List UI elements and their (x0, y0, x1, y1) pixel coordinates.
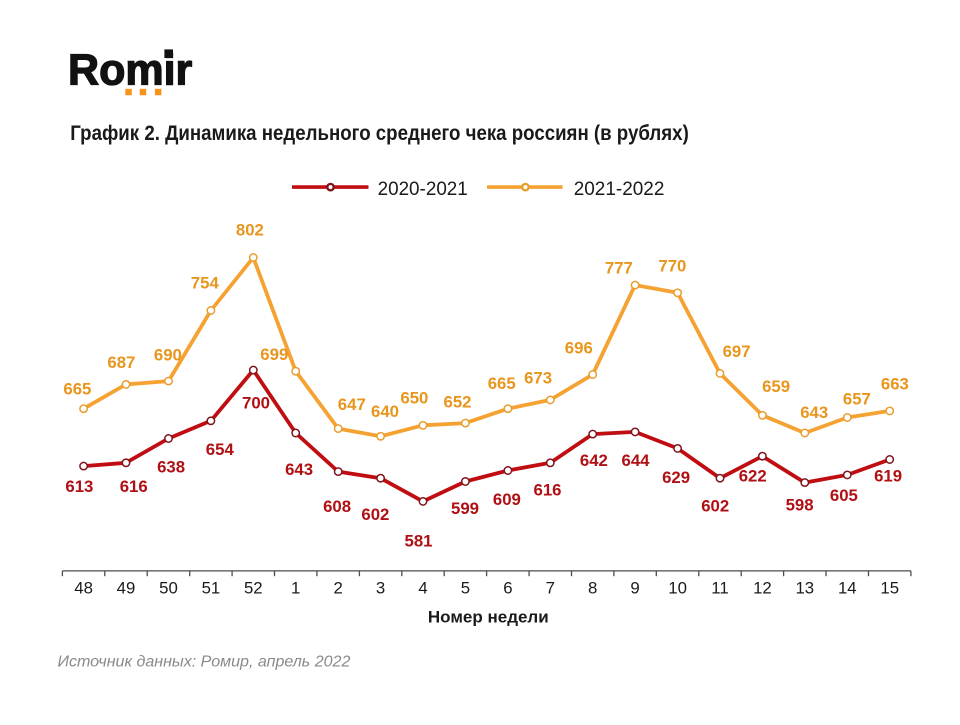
svg-text:657: 657 (843, 389, 871, 408)
svg-text:697: 697 (723, 342, 751, 361)
svg-text:647: 647 (338, 395, 366, 414)
svg-text:6: 6 (503, 579, 512, 598)
svg-text:700: 700 (242, 394, 270, 413)
svg-text:643: 643 (800, 403, 828, 422)
svg-text:7: 7 (546, 579, 555, 598)
svg-text:687: 687 (107, 353, 135, 372)
svg-text:2021-2022: 2021-2022 (574, 179, 665, 200)
svg-text:690: 690 (154, 345, 182, 364)
svg-text:8: 8 (588, 579, 597, 598)
svg-text:10: 10 (668, 579, 687, 598)
svg-text:754: 754 (191, 273, 220, 292)
svg-text:638: 638 (157, 458, 185, 477)
svg-text:665: 665 (488, 374, 516, 393)
svg-text:График 2. Динамика недельного: График 2. Динамика недельного среднего ч… (70, 122, 689, 145)
svg-text:673: 673 (524, 369, 552, 388)
svg-text:50: 50 (159, 579, 178, 598)
svg-text:15: 15 (880, 579, 899, 598)
svg-text:622: 622 (739, 467, 767, 486)
svg-text:652: 652 (444, 392, 472, 411)
svg-text:613: 613 (65, 477, 93, 496)
svg-text:608: 608 (323, 497, 351, 516)
svg-text:696: 696 (565, 338, 593, 357)
svg-text:52: 52 (244, 579, 263, 598)
svg-text:616: 616 (534, 481, 562, 500)
svg-text:4: 4 (418, 579, 427, 598)
svg-text:9: 9 (630, 579, 639, 598)
svg-text:640: 640 (371, 402, 399, 421)
svg-text:11: 11 (711, 579, 728, 598)
svg-text:581: 581 (405, 532, 433, 551)
svg-text:49: 49 (117, 579, 136, 598)
svg-text:12: 12 (753, 579, 772, 598)
svg-text:Romir: Romir (68, 45, 192, 94)
svg-text:Номер недели: Номер недели (428, 608, 549, 627)
svg-text:14: 14 (838, 579, 857, 598)
svg-text:1: 1 (291, 579, 300, 598)
svg-text:777: 777 (605, 259, 633, 278)
svg-text:599: 599 (451, 499, 479, 518)
svg-text:616: 616 (120, 477, 148, 496)
svg-text:663: 663 (881, 374, 909, 393)
svg-text:802: 802 (236, 221, 264, 240)
svg-text:2: 2 (334, 579, 343, 598)
svg-text:13: 13 (795, 579, 814, 598)
svg-text:619: 619 (874, 467, 902, 486)
svg-text:Источник данных: Ромир, апрель: Источник данных: Ромир, апрель 2022 (58, 654, 351, 671)
svg-text:609: 609 (493, 490, 521, 509)
svg-text:5: 5 (461, 579, 470, 598)
svg-text:598: 598 (786, 496, 814, 515)
svg-text:699: 699 (260, 345, 288, 364)
svg-text:665: 665 (63, 379, 91, 398)
svg-text:602: 602 (701, 497, 729, 516)
svg-text:3: 3 (376, 579, 385, 598)
svg-text:654: 654 (206, 440, 235, 459)
svg-text:650: 650 (400, 389, 428, 408)
svg-text:48: 48 (74, 579, 93, 598)
svg-text:629: 629 (662, 468, 690, 487)
svg-text:643: 643 (285, 460, 313, 479)
svg-text:2020-2021: 2020-2021 (378, 179, 468, 200)
svg-text:659: 659 (762, 377, 790, 396)
svg-text:602: 602 (361, 505, 389, 524)
svg-text:605: 605 (830, 486, 858, 505)
svg-text:642: 642 (580, 451, 608, 470)
svg-text:770: 770 (658, 256, 686, 275)
svg-text:644: 644 (622, 451, 651, 470)
svg-text:51: 51 (202, 579, 221, 598)
